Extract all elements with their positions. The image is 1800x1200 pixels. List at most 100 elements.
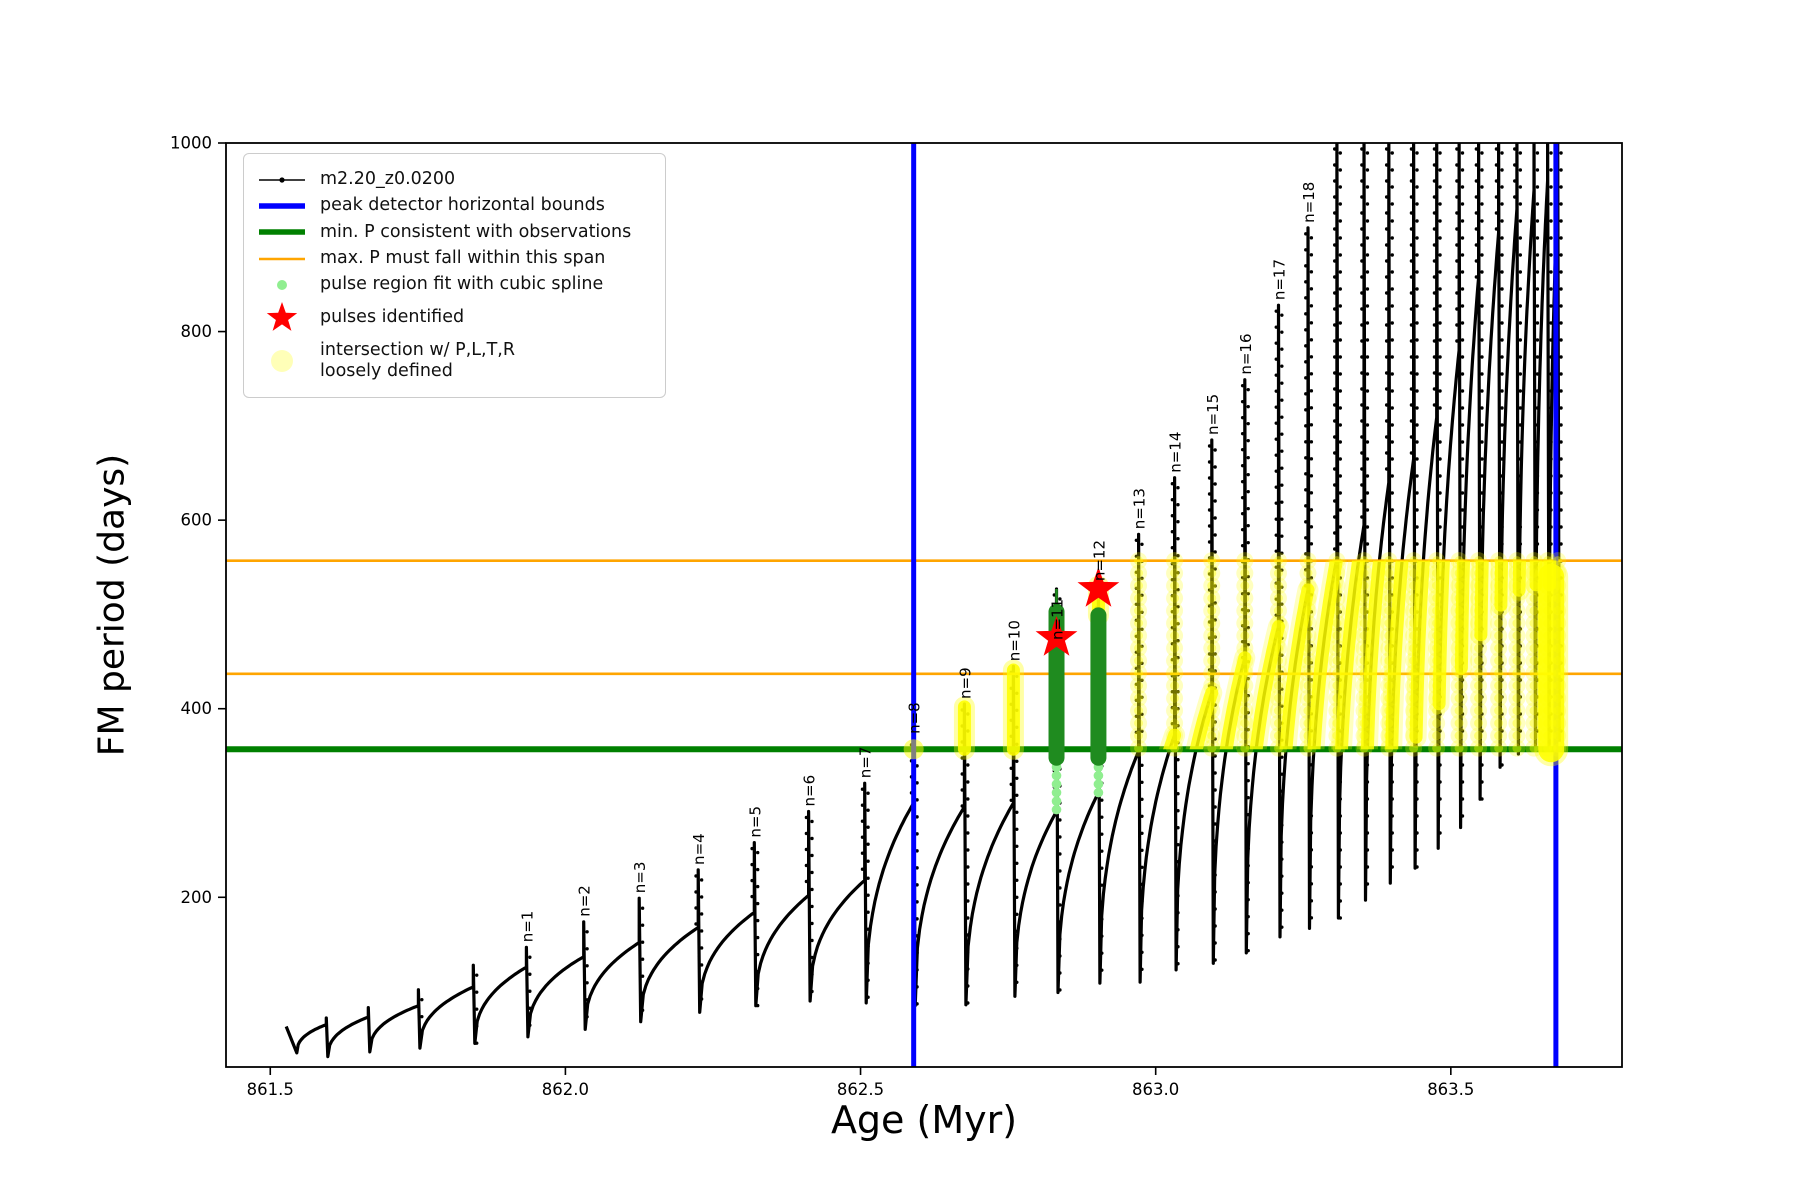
track-dot [915, 849, 919, 853]
intersection-circle [1130, 639, 1148, 657]
track-dot [1390, 491, 1394, 495]
intersection-circle [1166, 552, 1184, 570]
track-dot [1140, 661, 1144, 665]
track-dot [1338, 389, 1342, 393]
track-dot [1246, 931, 1250, 936]
track-dot [1338, 270, 1342, 274]
track-dot [1100, 951, 1104, 955]
track-dot [1549, 304, 1553, 308]
intersection-circle [1130, 677, 1148, 695]
track-dot [1559, 270, 1563, 274]
track-dot [1438, 542, 1442, 546]
intersection-circle [1450, 714, 1468, 732]
track-dot [1559, 202, 1563, 206]
track-dot [1460, 321, 1465, 325]
track-dot [1494, 211, 1499, 215]
intersection-circle-core [1474, 593, 1484, 603]
intersection-circle-core [1273, 731, 1283, 741]
track-dot [1390, 780, 1394, 784]
track-dot [1409, 259, 1414, 263]
track-dot [1535, 457, 1540, 461]
intersection-circle-core [1512, 693, 1522, 703]
track-dot [1438, 831, 1442, 835]
track-dot [1246, 829, 1250, 834]
intersection-circle-core [1273, 618, 1283, 628]
track-dot [1304, 248, 1308, 252]
track-dot [1246, 625, 1250, 630]
track-dot [1365, 236, 1370, 240]
track-dot [1415, 236, 1419, 240]
intersection-circle [1428, 652, 1446, 670]
intersection-circle [1405, 577, 1423, 595]
track-dot [1280, 653, 1284, 657]
intersection-circle-core [1207, 643, 1217, 653]
track-dot [1384, 147, 1389, 151]
track-dot [810, 836, 814, 841]
track-dot [699, 997, 704, 1001]
intersection-circle-core [1512, 656, 1522, 666]
intersection-circle-core [1303, 618, 1313, 628]
intersection-circle-core [1303, 693, 1313, 703]
intersection-circle [1166, 652, 1184, 670]
track-dot [1309, 916, 1314, 920]
intersection-circle [1405, 589, 1423, 607]
track-dot [860, 867, 865, 871]
track-dot [1415, 355, 1419, 359]
track-dot [1500, 644, 1504, 648]
track-dot [1213, 890, 1217, 894]
intersection-circle [1203, 564, 1221, 582]
track-dot [1246, 693, 1250, 698]
intersection-circle-core [1170, 581, 1180, 591]
intersection-circle-core [1303, 581, 1313, 591]
track-dot [1535, 168, 1540, 172]
intersection-circle-core [1240, 581, 1250, 591]
track-dot [1170, 578, 1175, 582]
intersection-circle-core [1494, 593, 1504, 603]
intersection-circle-core [1134, 581, 1144, 591]
pulse-n-label: n=12 [1090, 540, 1108, 581]
axes-group: 861.5 862.0 862.5 863.0 863.5200400600800100… [170, 134, 1623, 1099]
track-dot [1332, 467, 1337, 471]
track-dot [1304, 424, 1308, 428]
track-dot [1274, 309, 1278, 313]
intersection-circle-core [1303, 656, 1313, 666]
track-dot [1390, 406, 1394, 410]
track-dot [1058, 937, 1062, 941]
track-dot [1535, 219, 1540, 223]
track-dot [1246, 523, 1250, 528]
intersection-circle [1130, 652, 1148, 670]
track-dot [866, 808, 870, 812]
track-dot [1480, 372, 1484, 376]
intersection-circle [1428, 639, 1446, 657]
intersection-circle [1508, 652, 1526, 670]
track-dot [1390, 474, 1394, 478]
track-dot [1480, 338, 1484, 342]
track-dot [1213, 822, 1217, 826]
track-dot [1274, 581, 1278, 585]
track-dot [1535, 423, 1540, 427]
track-dot [915, 1002, 919, 1006]
intersection-circle [1380, 689, 1398, 707]
track-dot [1338, 882, 1342, 886]
track-dot [1455, 259, 1459, 263]
track-dot [1360, 147, 1364, 151]
track-dot [1360, 291, 1364, 295]
intersection-circle [1470, 639, 1488, 657]
track-dot [1384, 227, 1389, 231]
track-dot [1015, 963, 1019, 967]
track-dot [1432, 179, 1437, 183]
track-dot [1480, 304, 1484, 308]
track-dot [1170, 722, 1175, 726]
track-dot [1549, 423, 1553, 427]
track-dot [960, 772, 964, 776]
track-dot [1058, 920, 1062, 924]
intersection-circle-core [1207, 556, 1217, 566]
intersection-circle-core [1303, 718, 1313, 728]
track-dot [1100, 917, 1104, 921]
intersection-circle [1380, 739, 1398, 757]
intersection-circle [1405, 614, 1423, 632]
spline-dot [1093, 770, 1104, 781]
track-dot [1246, 438, 1250, 443]
track-dot [1207, 524, 1212, 528]
track-dot [1455, 307, 1459, 311]
